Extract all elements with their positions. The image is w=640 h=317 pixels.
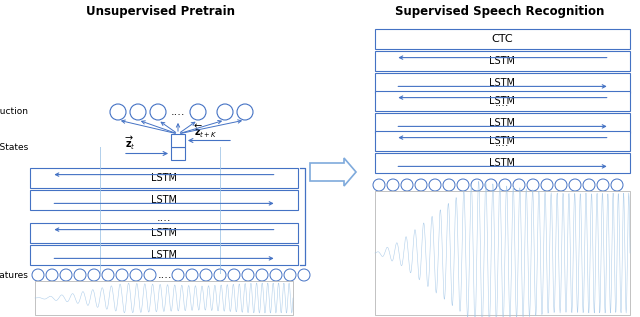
- Bar: [30, 168, 298, 188]
- Bar: [375, 91, 630, 111]
- Text: LSTM: LSTM: [151, 228, 177, 238]
- Bar: [375, 51, 630, 71]
- Text: ....: ....: [495, 138, 509, 148]
- Text: LSTM: LSTM: [490, 56, 515, 66]
- Text: ....: ....: [495, 98, 509, 108]
- Text: LSTM: LSTM: [490, 158, 515, 168]
- Text: LSTM: LSTM: [151, 250, 177, 260]
- Text: ....: ....: [157, 270, 172, 280]
- Text: Supervised Speech Recognition: Supervised Speech Recognition: [396, 5, 605, 18]
- Bar: [171, 134, 185, 147]
- Text: Unsupervised Pretrain: Unsupervised Pretrain: [86, 5, 234, 18]
- Text: LSTM: LSTM: [490, 118, 515, 128]
- Text: LSTM: LSTM: [151, 173, 177, 183]
- Bar: [30, 223, 298, 243]
- Bar: [375, 29, 630, 49]
- Text: $\mathbf{X}_t$: $\mathbf{X}_t$: [93, 315, 107, 317]
- Bar: [375, 191, 630, 315]
- Bar: [375, 113, 630, 133]
- Text: Features: Features: [0, 270, 28, 280]
- Bar: [375, 153, 630, 173]
- Text: $\overleftarrow{\mathbf{z}}_{t+K}$: $\overleftarrow{\mathbf{z}}_{t+K}$: [194, 122, 218, 139]
- Text: Concat Hideen States: Concat Hideen States: [0, 143, 28, 152]
- Bar: [30, 190, 298, 210]
- FancyArrow shape: [310, 158, 356, 186]
- Bar: [171, 147, 185, 160]
- Text: Reconstruction: Reconstruction: [0, 107, 28, 117]
- Text: LSTM: LSTM: [151, 195, 177, 205]
- Bar: [35, 281, 293, 315]
- Text: ....: ....: [171, 107, 185, 117]
- Bar: [375, 131, 630, 151]
- Text: $\overrightarrow{\mathbf{z}}_t$: $\overrightarrow{\mathbf{z}}_t$: [125, 135, 136, 152]
- Text: ....: ....: [157, 213, 172, 223]
- Text: CTC: CTC: [492, 34, 513, 44]
- Text: LSTM: LSTM: [490, 78, 515, 88]
- Text: LSTM: LSTM: [490, 136, 515, 146]
- Text: $\mathbf{X}_{t+K}$: $\mathbf{X}_{t+K}$: [207, 315, 234, 317]
- Text: LSTM: LSTM: [490, 96, 515, 106]
- Bar: [30, 245, 298, 265]
- Bar: [375, 73, 630, 93]
